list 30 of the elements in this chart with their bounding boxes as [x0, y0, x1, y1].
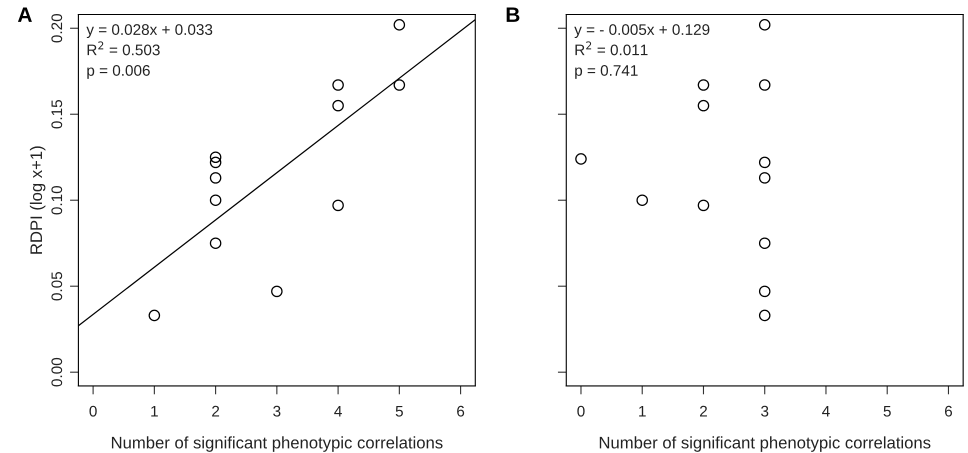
x-tick-label: 2	[212, 406, 220, 416]
chart-title: A	[18, 8, 32, 22]
annotation: p = 0.006	[87, 65, 150, 79]
x-tick-label: 1	[151, 406, 158, 416]
x-tick-label: 1	[639, 406, 646, 416]
y-tick-label: 0.10	[51, 186, 62, 214]
x-tick-label: 5	[884, 406, 891, 417]
x-tick-label: 3	[273, 406, 280, 417]
y-tick-label: 0.05	[51, 272, 62, 300]
chart-title: B	[506, 8, 520, 22]
y-axis-title: RDPI (log x+1)	[30, 146, 46, 254]
annotation: R$^{2}$ = 0.011	[575, 41, 648, 56]
x-tick-label: 3	[761, 406, 768, 417]
x-axis-title: Number of significant phenotypic correlations	[600, 436, 930, 452]
x-tick-label: 0	[89, 406, 97, 417]
x-tick-label: 0	[577, 406, 585, 417]
annotation: R$^{2}$ = 0.503	[88, 41, 160, 56]
x-tick-label: 4	[334, 406, 342, 416]
y-tick-label: 0.00	[51, 358, 62, 386]
x-tick-label: 2	[700, 406, 707, 416]
x-tick-label: 4	[822, 406, 830, 416]
annotation: y = 0.028x + 0.033	[86, 24, 212, 38]
y-tick-label: 0.15	[51, 100, 62, 129]
x-tick-label: 5	[396, 406, 403, 417]
annotation: y = - 0.005x + 0.129	[574, 24, 710, 38]
x-tick-label: 6	[944, 406, 952, 417]
annotation: p = 0.741	[575, 65, 638, 79]
x-tick-label: 6	[457, 406, 464, 417]
y-tick-label: 0.20	[51, 14, 62, 43]
x-axis-title: Number of significant phenotypic correlations	[112, 436, 443, 452]
